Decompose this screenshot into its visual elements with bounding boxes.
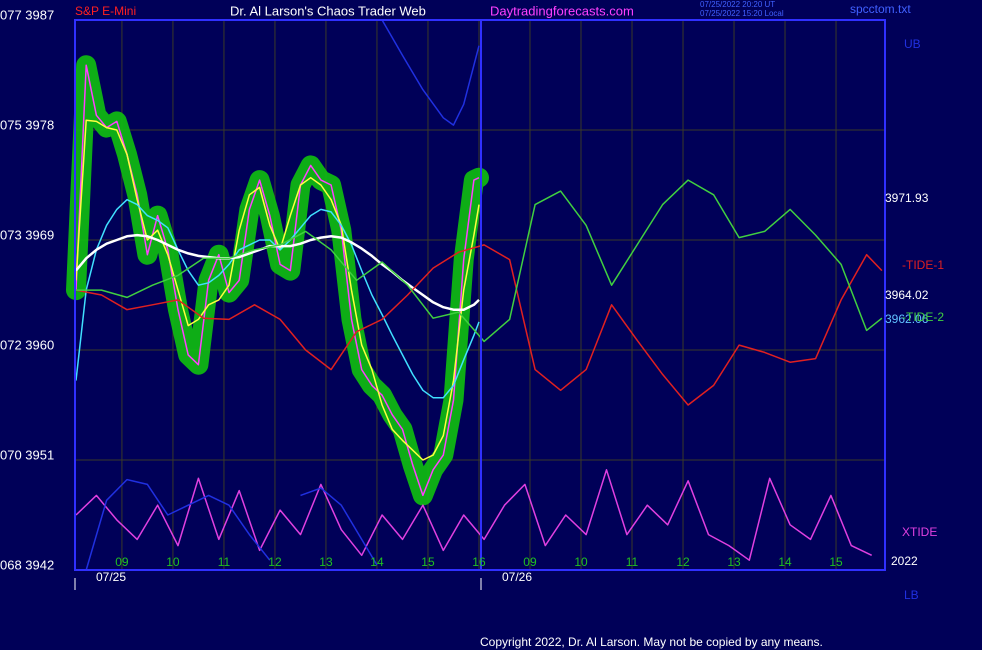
y-tick-label: 070 3951 <box>0 447 54 462</box>
time-local: 07/25/2022 15:20 Local <box>700 9 784 18</box>
series-line <box>75 233 480 311</box>
date-label: 07/26 <box>502 570 532 584</box>
right-value: 3962.06 <box>885 312 929 326</box>
x-tick-label: 16 <box>472 555 486 569</box>
y-tick-label: 075 3978 <box>0 117 54 132</box>
y-tick-label: 072 3960 <box>0 337 54 352</box>
x-tick-label: 15 <box>421 555 435 569</box>
x-tick-label: 14 <box>778 555 792 569</box>
copyright: Copyright 2022, Dr. Al Larson. May not b… <box>480 635 823 649</box>
series-line <box>85 478 378 571</box>
x-tick-label: 11 <box>218 555 231 569</box>
y-tick-label: 077 3987 <box>0 7 54 22</box>
instrument: S&P E-Mini <box>75 4 136 18</box>
series-line <box>381 19 480 126</box>
right-value: 3964.02 <box>885 288 929 302</box>
series-label: XTIDE <box>902 525 937 539</box>
plot <box>66 19 883 571</box>
time-ut: 07/25/2022 20:20 UT <box>700 0 775 9</box>
series-label: LB <box>904 588 919 602</box>
series-line <box>76 179 883 343</box>
x-tick-label: 15 <box>829 555 843 569</box>
x-tick-label: 10 <box>574 555 588 569</box>
x-tick-label: 13 <box>727 555 741 569</box>
x-tick-label: 14 <box>370 555 384 569</box>
x-tick-label: 10 <box>166 555 180 569</box>
file-name: spcctom.txt <box>850 2 911 16</box>
year-label: 2022 <box>891 554 918 568</box>
series-line <box>75 244 883 406</box>
site-title: Dr. Al Larson's Chaos Trader Web <box>230 3 426 18</box>
x-tick-label: 11 <box>626 555 639 569</box>
series-label: -TIDE-1 <box>902 258 944 272</box>
x-tick-label: 09 <box>523 555 537 569</box>
x-tick-label: 09 <box>115 555 129 569</box>
series-line <box>75 198 480 399</box>
x-tick-label: 12 <box>676 555 690 569</box>
x-tick-label: 12 <box>268 555 282 569</box>
y-tick-label: 068 3942 <box>0 557 54 572</box>
site-url: Daytradingforecasts.com <box>490 3 634 18</box>
series-line <box>75 469 873 561</box>
series-label: -TIDE-2 <box>902 310 944 324</box>
series-label: UB <box>904 37 921 51</box>
right-value: 3971.93 <box>885 191 929 205</box>
date-label: 07/25 <box>96 570 126 584</box>
y-tick-label: 073 3969 <box>0 227 54 242</box>
x-tick-label: 13 <box>319 555 333 569</box>
